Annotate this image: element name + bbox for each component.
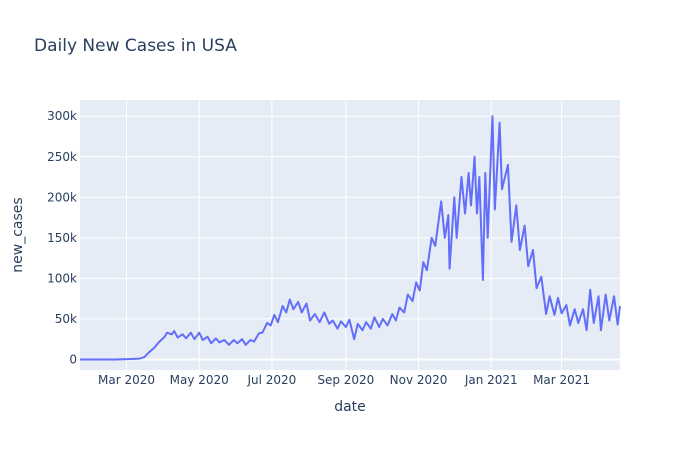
y-axis-ticks: 0 50k 100k 150k 200k 250k 300k: [47, 109, 77, 366]
x-axis-ticks: Mar 2020 May 2020 Jul 2020 Sep 2020 Nov 2020…: [98, 373, 590, 387]
y-tick-label: 150k: [47, 231, 77, 245]
y-tick-label: 200k: [47, 190, 77, 204]
y-tick-label: 300k: [47, 109, 77, 123]
x-tick-label: Jan 2021: [464, 373, 518, 387]
y-axis-title: new_cases: [10, 197, 26, 272]
x-tick-label: Nov 2020: [390, 373, 448, 387]
x-tick-label: Sep 2020: [317, 373, 374, 387]
y-tick-label: 0: [69, 352, 77, 366]
x-tick-label: May 2020: [170, 373, 229, 387]
series-group: [80, 115, 621, 361]
y-tick-label: 50k: [55, 312, 77, 326]
x-tick-label: Mar 2020: [98, 373, 155, 387]
chart-title: Daily New Cases in USA: [34, 36, 237, 56]
x-axis-title: date: [334, 399, 366, 415]
series-line: [80, 115, 621, 361]
y-tick-label: 250k: [47, 150, 77, 164]
x-tick-label: Mar 2021: [533, 373, 590, 387]
x-tick-label: Jul 2020: [246, 373, 296, 387]
gridlines: [80, 100, 620, 370]
y-tick-label: 100k: [47, 271, 77, 285]
plot-area: [80, 100, 620, 370]
